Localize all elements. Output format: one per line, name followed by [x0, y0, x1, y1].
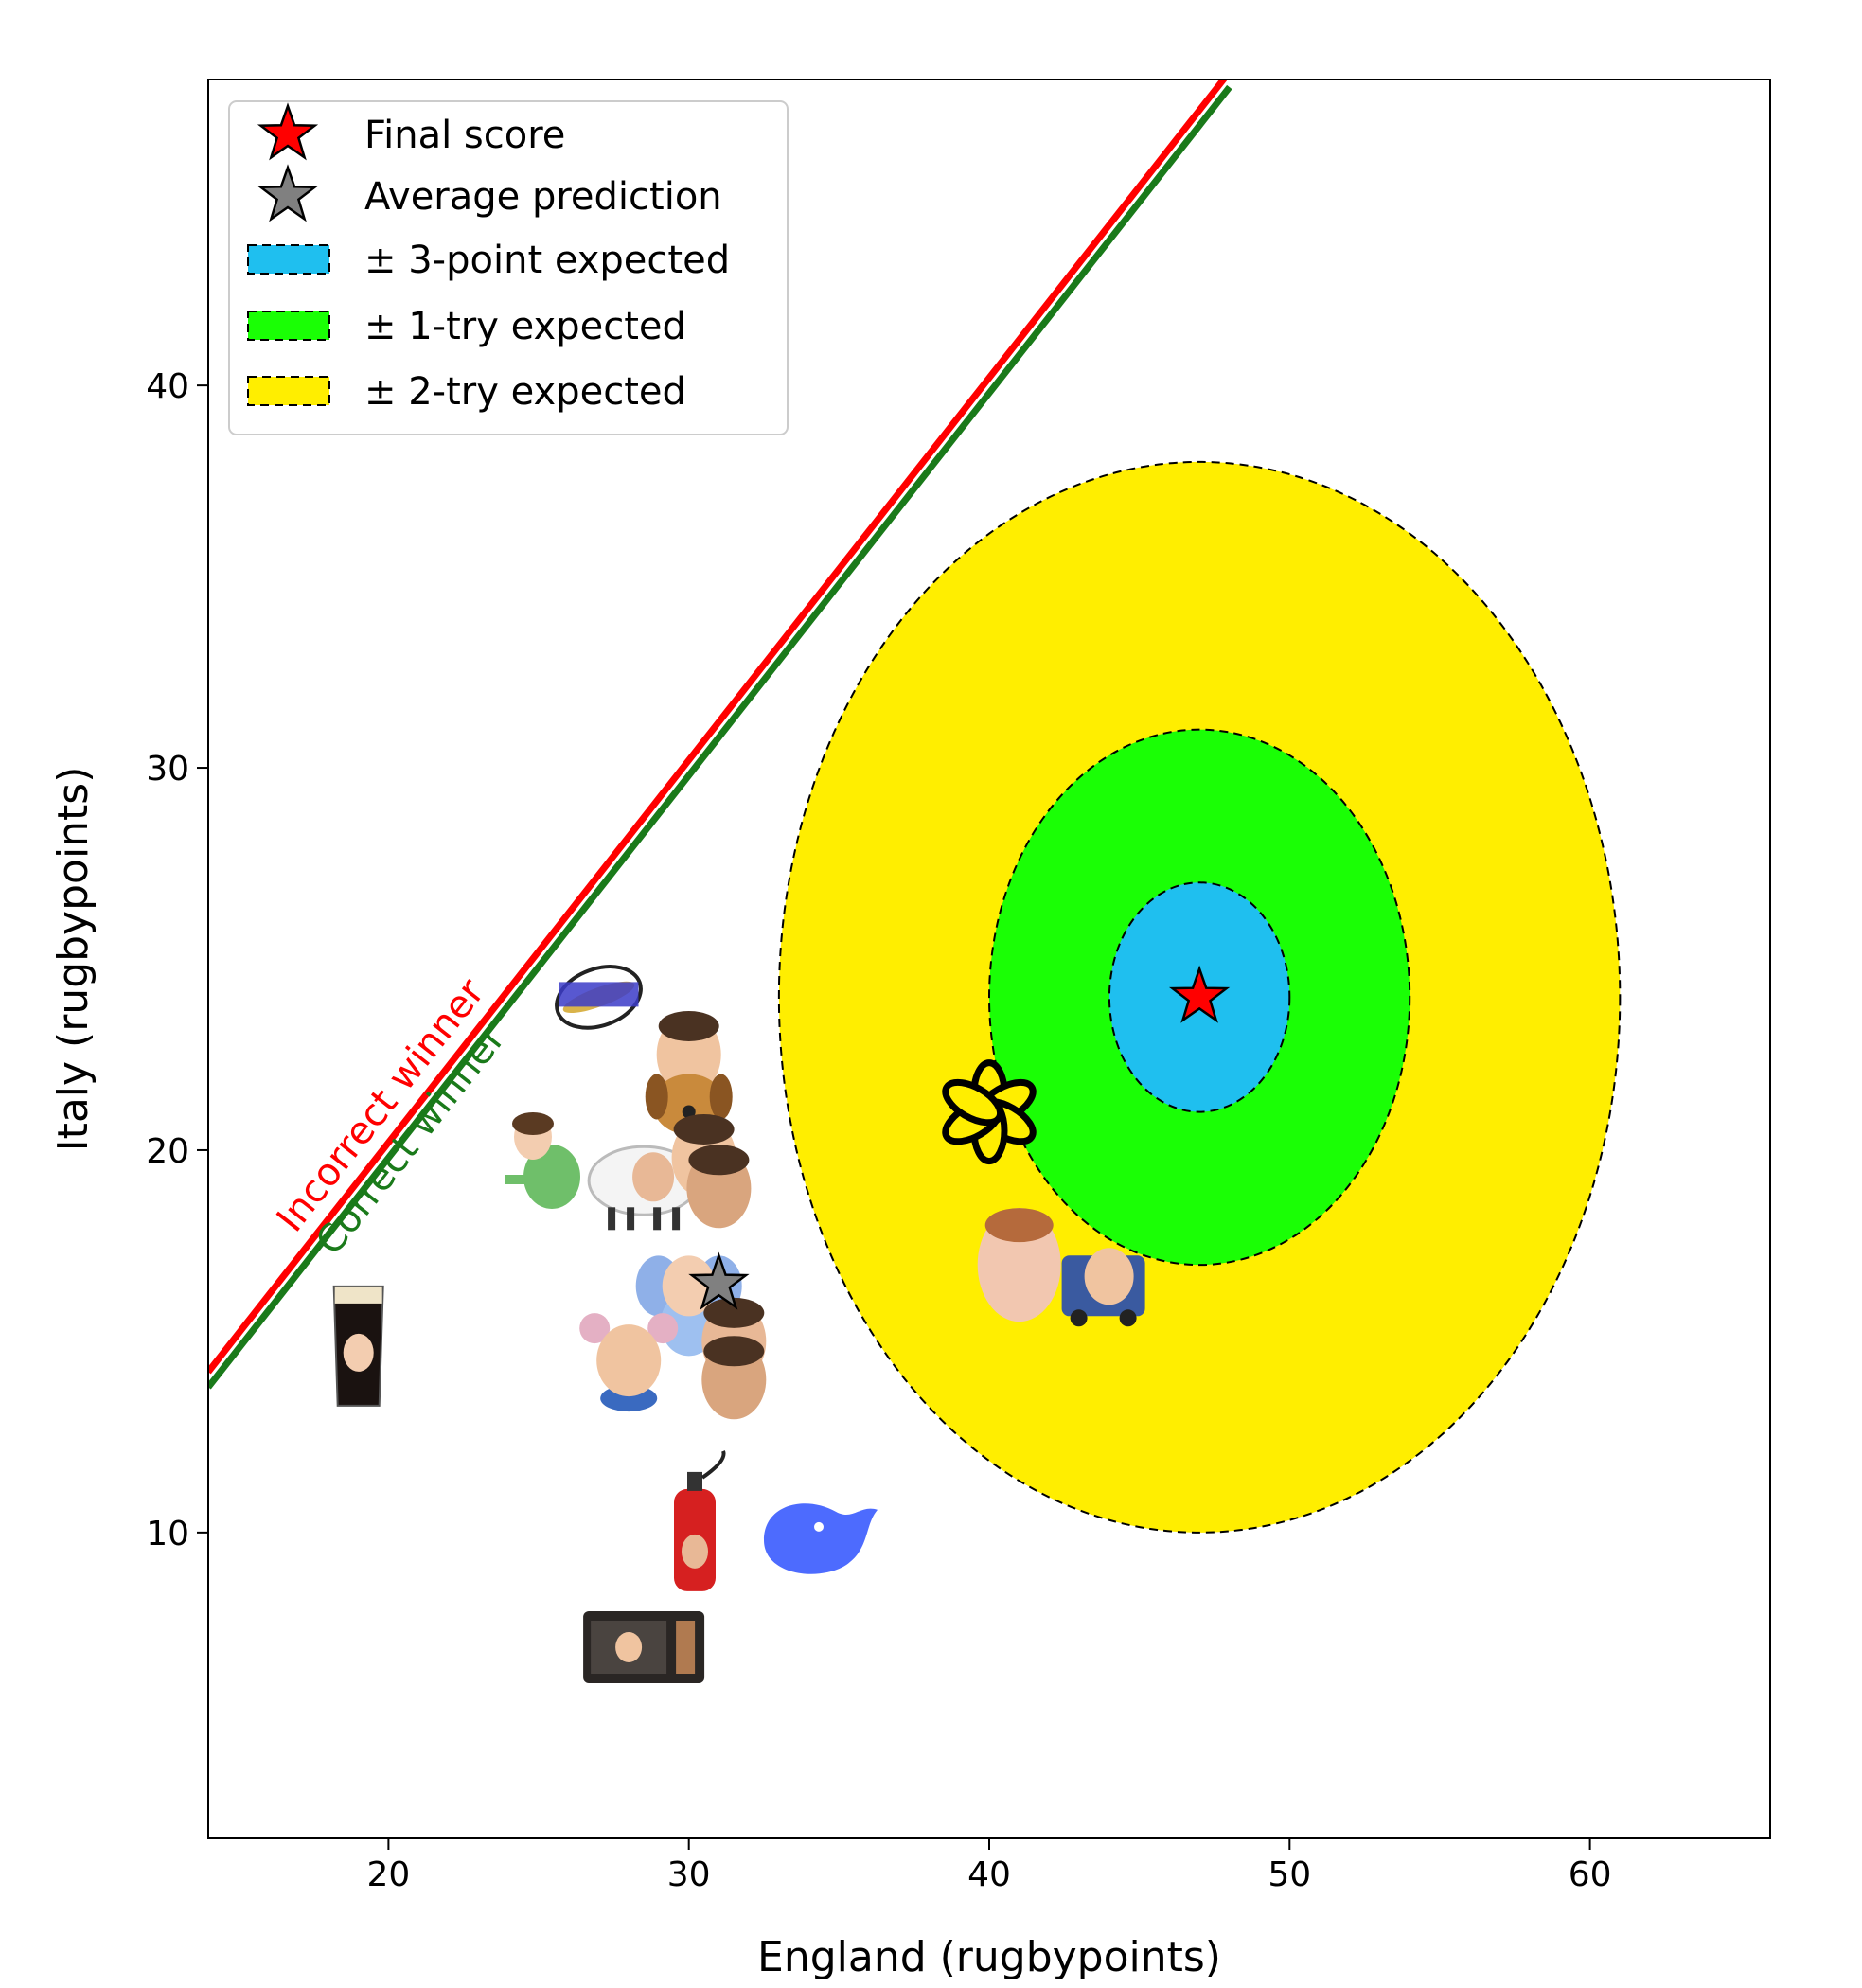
- legend: Final score Average prediction ± 3-point e…: [228, 100, 789, 435]
- legend-marker-4: [247, 376, 330, 406]
- y-tick-label-20: 20: [146, 1132, 189, 1171]
- truck-face-icon: [1061, 1248, 1145, 1327]
- face-icon: [686, 1145, 752, 1229]
- openai-logo-icon: [942, 1059, 1037, 1165]
- dinosaur-face-icon: [505, 1112, 580, 1209]
- sheep-face-icon: [587, 1145, 700, 1231]
- guinness-pint-icon: [332, 1285, 384, 1407]
- winner-line-1: [208, 84, 1232, 1390]
- legend-label-4: ± 2-try expected: [364, 370, 686, 414]
- average-prediction-star: [688, 1251, 750, 1310]
- legend-label-1: Average prediction: [364, 175, 722, 219]
- y-tick-label-10: 10: [146, 1515, 189, 1553]
- legend-marker-2: [247, 244, 330, 275]
- baby-face-icon: [977, 1208, 1061, 1322]
- rugby-ball-2024-icon: [555, 965, 643, 1030]
- mouse-face-icon: [579, 1313, 679, 1412]
- y-tick-label-40: 40: [146, 367, 189, 406]
- x-tick-label-40: 40: [967, 1855, 1011, 1894]
- winner-line-0: [208, 80, 1228, 1375]
- legend-label-3: ± 1-try expected: [364, 305, 686, 348]
- x-tick-label-50: 50: [1268, 1855, 1311, 1894]
- legend-marker-3: [247, 311, 330, 341]
- x-axis-ticks: 20 30 40 50 60: [366, 1838, 1612, 1894]
- face-icon: [656, 1011, 721, 1094]
- legend-marker-1: [257, 164, 319, 222]
- legend-marker-0: [257, 102, 319, 161]
- microwave-icon: [583, 1611, 705, 1683]
- deepseek-whale-icon: [764, 1503, 878, 1574]
- x-tick-label-60: 60: [1569, 1855, 1612, 1894]
- x-tick-label-20: 20: [366, 1855, 410, 1894]
- fire-extinguisher-icon: [674, 1450, 726, 1591]
- final-score-star: [1168, 965, 1231, 1023]
- legend-label-2: ± 3-point expected: [364, 239, 730, 282]
- x-tick-label-30: 30: [667, 1855, 711, 1894]
- y-axis-label: Italy (rugbypoints): [49, 767, 98, 1152]
- y-axis-ticks: 10 20 30 40: [146, 367, 208, 1553]
- y-tick-label-30: 30: [146, 750, 189, 789]
- face-icon: [701, 1336, 767, 1420]
- legend-box: [228, 100, 789, 435]
- x-axis-label: England (rugbypoints): [757, 1933, 1221, 1981]
- legend-label-0: Final score: [364, 114, 565, 157]
